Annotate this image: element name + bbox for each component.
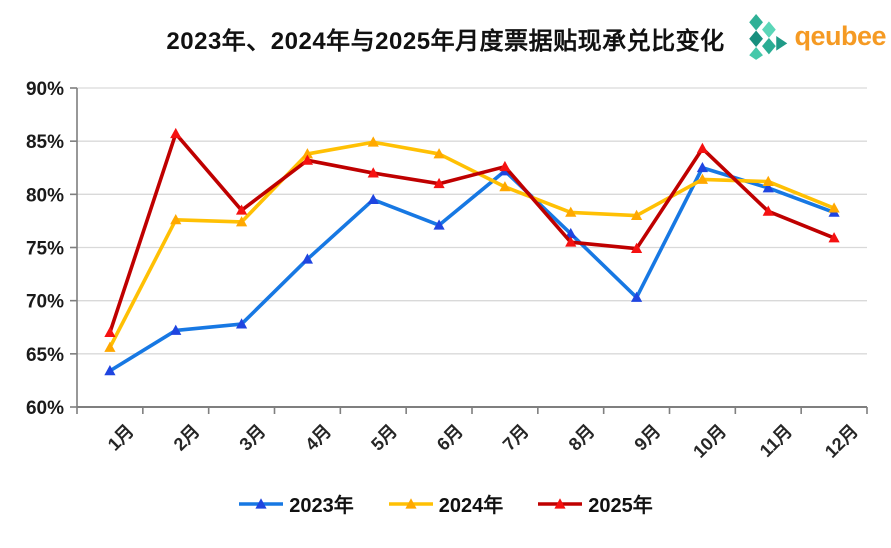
qeubee-logo: qeubee — [746, 11, 886, 61]
series-marker-1 — [367, 136, 379, 147]
x-axis-label: 2月 — [170, 421, 204, 455]
series-marker-1 — [630, 209, 643, 220]
series-marker-2 — [499, 160, 511, 172]
series-marker-0 — [104, 365, 116, 376]
series-marker-1 — [696, 173, 709, 184]
legend-marker-icon — [239, 498, 284, 509]
series-line-0 — [108, 165, 836, 373]
series-marker-2 — [762, 205, 774, 216]
qeubee-logo-text: qeubee — [794, 20, 886, 51]
series-marker-0 — [301, 253, 314, 264]
series-marker-2 — [433, 177, 445, 189]
series-marker-1 — [104, 341, 116, 352]
x-axis-label: 6月 — [433, 421, 467, 455]
legend-item-1: 2024年 — [388, 489, 504, 518]
series-marker-0 — [170, 324, 182, 335]
chart-legend: 2023年 2024年 2025年 — [0, 489, 891, 518]
series-marker-1 — [565, 206, 577, 217]
series-marker-0 — [630, 291, 643, 302]
x-axis-label: 10月 — [689, 421, 730, 462]
y-axis-label: 90% — [26, 79, 64, 100]
series-marker-1 — [301, 148, 314, 159]
series-marker-2 — [235, 204, 248, 215]
y-axis-label: 60% — [26, 398, 64, 419]
series-marker-1 — [170, 214, 182, 225]
series-marker-2 — [104, 326, 116, 337]
series-marker-1 — [235, 216, 248, 227]
x-axis-label: 4月 — [301, 421, 335, 455]
series-marker-1 — [828, 202, 840, 213]
series-line-1 — [108, 140, 836, 350]
series-marker-2 — [565, 236, 577, 247]
series-marker-2 — [170, 127, 182, 139]
y-axis-label: 70% — [26, 292, 64, 313]
series-marker-2 — [630, 242, 643, 253]
series-marker-1 — [433, 148, 445, 159]
legend-label: 2023年 — [289, 495, 354, 517]
series-line-2 — [108, 131, 836, 335]
series-marker-1 — [499, 181, 511, 192]
x-axis-label: 12月 — [821, 421, 862, 462]
series-marker-0 — [762, 182, 774, 193]
x-axis-label: 8月 — [565, 421, 599, 455]
x-axis-label: 5月 — [367, 421, 401, 455]
legend-item-2: 2025年 — [537, 489, 653, 518]
x-axis-label: 9月 — [630, 421, 664, 455]
series-marker-0 — [565, 227, 577, 239]
chart-title: 2023年、2024年与2025年月度票据贴现承兑比变化 — [166, 28, 725, 55]
x-axis-label: 3月 — [235, 421, 269, 455]
legend-item-0: 2023年 — [238, 489, 354, 518]
hexagon-cluster-icon — [749, 14, 788, 60]
series-marker-0 — [433, 219, 445, 230]
x-axis-label: 11月 — [756, 421, 796, 461]
line-chart: 60% 65% 70% 75% 80% 85% 90% 1月 2月 3月 4月 5月 6月 7月 8月 9月 1… — [26, 79, 868, 462]
y-axis-label: 80% — [26, 185, 64, 206]
series-marker-2 — [696, 142, 709, 154]
y-axis-label: 75% — [26, 239, 64, 260]
legend-label: 2025年 — [588, 495, 653, 517]
y-axis-label: 85% — [26, 132, 64, 153]
series-marker-0 — [367, 193, 379, 205]
series-marker-1 — [762, 175, 774, 186]
series-marker-2 — [301, 154, 314, 165]
y-axis-label: 65% — [26, 345, 64, 366]
x-axis-label: 7月 — [499, 421, 533, 455]
x-axis-label: 1月 — [104, 421, 138, 455]
legend-marker-icon — [388, 498, 433, 509]
series-marker-2 — [828, 232, 840, 243]
legend-label: 2024年 — [438, 495, 504, 517]
series-marker-0 — [235, 318, 248, 329]
series-marker-0 — [696, 161, 709, 173]
series-marker-2 — [367, 167, 379, 178]
legend-marker-icon — [538, 498, 583, 509]
